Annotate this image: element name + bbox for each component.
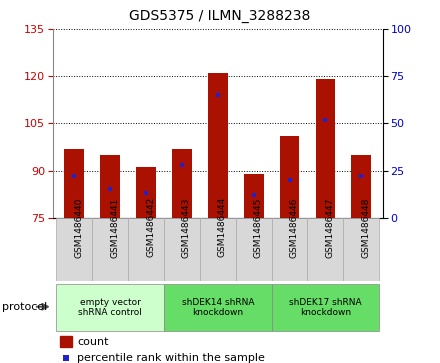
Bar bbox=[92, 218, 128, 281]
Bar bbox=[308, 218, 343, 281]
Text: GSM1486446: GSM1486446 bbox=[290, 197, 298, 257]
Text: shDEK17 shRNA
knockdown: shDEK17 shRNA knockdown bbox=[289, 298, 362, 317]
Text: percentile rank within the sample: percentile rank within the sample bbox=[77, 353, 265, 363]
Bar bbox=[56, 218, 92, 281]
Bar bbox=[315, 79, 335, 218]
Bar bbox=[100, 155, 120, 218]
Text: GSM1486445: GSM1486445 bbox=[254, 197, 263, 257]
Text: GSM1486443: GSM1486443 bbox=[182, 197, 191, 257]
Bar bbox=[271, 218, 308, 281]
Bar bbox=[64, 148, 84, 218]
Text: GSM1486448: GSM1486448 bbox=[361, 197, 370, 257]
Bar bbox=[271, 284, 379, 331]
Text: GSM1486444: GSM1486444 bbox=[218, 197, 227, 257]
Text: GSM1486447: GSM1486447 bbox=[326, 197, 334, 257]
Bar bbox=[172, 148, 192, 218]
Text: empty vector
shRNA control: empty vector shRNA control bbox=[78, 298, 142, 317]
Bar bbox=[60, 336, 72, 347]
Bar bbox=[343, 218, 379, 281]
Text: protocol: protocol bbox=[2, 302, 48, 312]
Bar bbox=[280, 136, 299, 218]
Bar bbox=[164, 218, 200, 281]
Bar bbox=[164, 284, 271, 331]
Text: GSM1486441: GSM1486441 bbox=[110, 197, 119, 257]
Bar bbox=[236, 218, 271, 281]
Text: GDS5375 / ILMN_3288238: GDS5375 / ILMN_3288238 bbox=[129, 9, 311, 23]
Text: count: count bbox=[77, 337, 109, 347]
Bar bbox=[352, 155, 371, 218]
Bar bbox=[136, 167, 156, 218]
Text: GSM1486440: GSM1486440 bbox=[74, 197, 83, 257]
Bar bbox=[128, 218, 164, 281]
Text: GSM1486442: GSM1486442 bbox=[146, 197, 155, 257]
Bar bbox=[200, 218, 236, 281]
Bar bbox=[208, 73, 227, 218]
Bar bbox=[56, 284, 164, 331]
Bar bbox=[244, 174, 264, 218]
Text: shDEK14 shRNA
knockdown: shDEK14 shRNA knockdown bbox=[182, 298, 254, 317]
